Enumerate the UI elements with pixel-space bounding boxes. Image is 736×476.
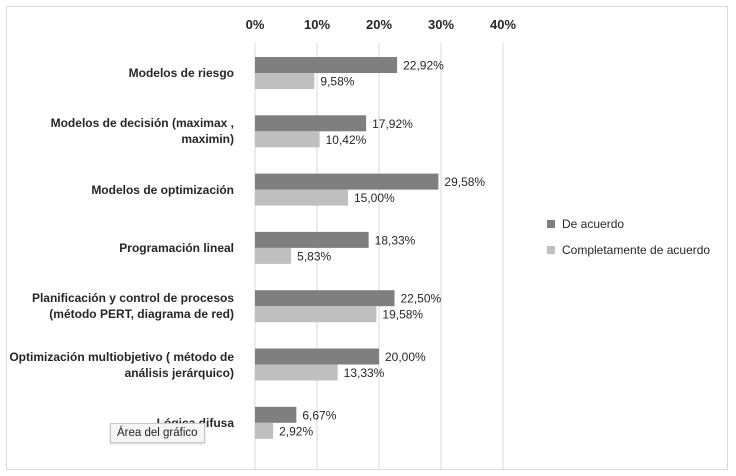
x-tick-label: 30% <box>428 17 454 32</box>
bar <box>255 115 367 132</box>
category-label-line: maximin) <box>181 132 234 147</box>
data-label: 5,83% <box>297 249 331 263</box>
x-tick-label: 20% <box>366 17 392 32</box>
data-label: 15,00% <box>354 191 395 205</box>
bar <box>255 306 377 323</box>
legend-label: De acuerdo <box>562 217 625 231</box>
category-label: Modelos de optimización <box>0 182 234 198</box>
category-label-line: Modelos de decisión (maximax , <box>50 116 234 131</box>
category-label: Modelos de decisión (maximax , maximin) <box>0 115 234 147</box>
bar <box>255 231 369 248</box>
x-tick-label: 40% <box>490 17 516 32</box>
data-label: 18,33% <box>375 233 416 247</box>
data-label: 10,42% <box>326 133 367 147</box>
category-label: Optimización multiobjetivo ( método de an… <box>0 349 234 381</box>
data-label: 6,67% <box>302 408 336 422</box>
data-label: 19,58% <box>382 308 423 322</box>
category-label: Programación lineal <box>0 240 234 256</box>
x-tick-label: 10% <box>304 17 330 32</box>
category-label: Modelos de riesgo <box>0 65 234 81</box>
bar <box>255 422 274 439</box>
legend-item: De acuerdo <box>547 217 624 231</box>
bar <box>255 247 292 264</box>
legend-swatch <box>547 220 555 228</box>
category-label-line: (método PERT, diagrama de red) <box>49 307 234 322</box>
category-label-line: Modelos de riesgo <box>128 66 234 80</box>
bar <box>255 364 338 381</box>
bar <box>255 73 315 89</box>
data-label: 22,92% <box>403 59 444 73</box>
bar <box>255 57 398 73</box>
category-label-line: Optimización multiobjetivo ( método de <box>9 349 234 364</box>
data-label: 29,58% <box>444 175 485 189</box>
category-label-line: Planificación y control de procesos <box>31 291 234 306</box>
data-label: 22,50% <box>401 292 442 306</box>
legend-item: Completamente de acuerdo <box>547 243 710 257</box>
bar <box>255 290 395 307</box>
category-label-line: Modelos de optimización <box>91 182 234 197</box>
data-label: 2,92% <box>279 424 313 438</box>
data-label: 20,00% <box>385 350 426 364</box>
legend-label: Completamente de acuerdo <box>562 243 711 257</box>
bar <box>255 406 297 423</box>
bar <box>255 348 379 365</box>
data-label: 13,33% <box>344 366 385 380</box>
bar <box>255 189 348 206</box>
chart-area-tooltip: Área del gráfico <box>110 423 205 443</box>
chart-area[interactable]: 0% 10% 20% 30% 40% 22,92% 9,58% 17,92% 10,42% 29,… <box>6 6 728 470</box>
bar-chart: 0% 10% 20% 30% 40% 22,92% 9,58% 17,92% 10,42% 29,… <box>246 17 516 469</box>
category-label-line: Programación lineal <box>119 240 234 255</box>
data-label: 17,92% <box>372 117 413 131</box>
legend-swatch <box>547 246 555 254</box>
x-tick-label: 0% <box>246 17 265 32</box>
data-label: 9,58% <box>320 75 354 89</box>
bar <box>255 131 320 148</box>
category-label-line: análisis jerárquico) <box>124 365 234 380</box>
category-label: Planificación y control de procesos (méto… <box>0 290 234 322</box>
bar <box>255 173 439 190</box>
